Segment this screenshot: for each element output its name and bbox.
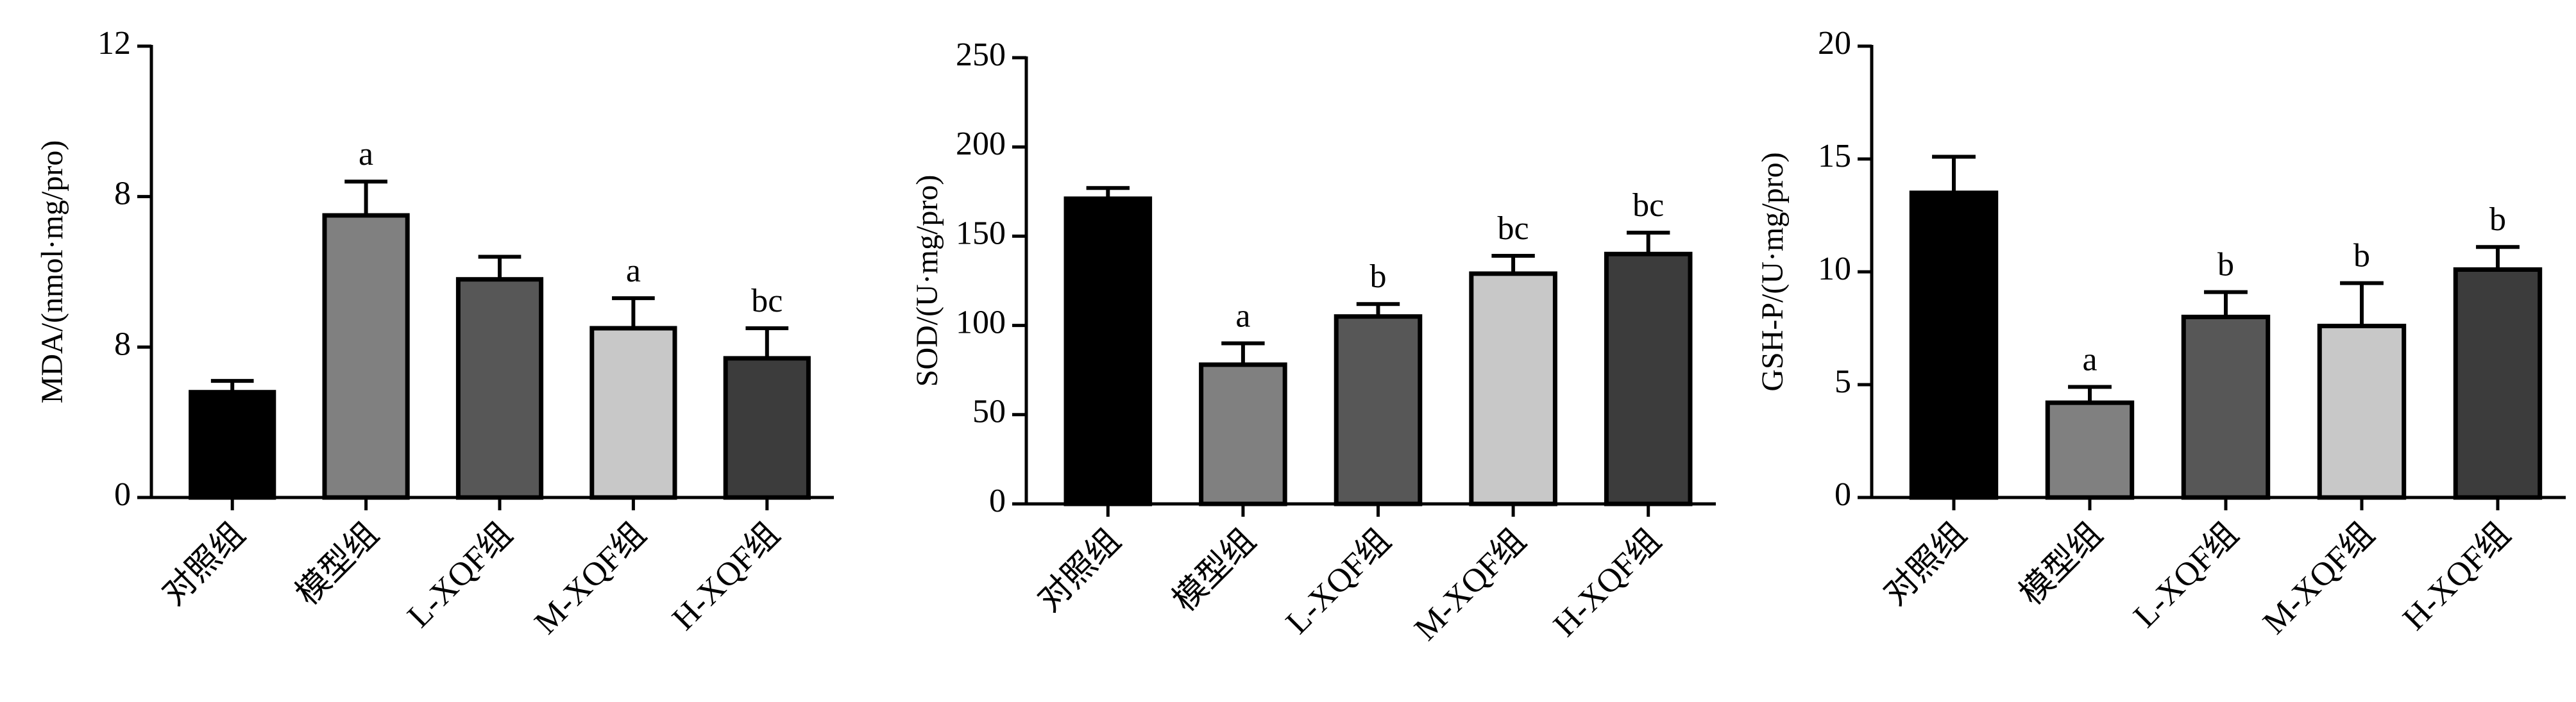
significance-label: b: [2489, 201, 2506, 238]
x-tick-label: H-XQF组: [2396, 516, 2517, 637]
x-tick-label: L-XQF组: [401, 516, 520, 635]
bar: [2181, 314, 2271, 500]
x-tick-label: H-XQF组: [665, 516, 786, 637]
significance-label: bc: [751, 283, 783, 319]
x-tick-label: M-XQF组: [528, 516, 654, 642]
y-axis-label: MDA/(nmol·mg/pro): [35, 140, 69, 404]
y-tick-label: 50: [972, 394, 1006, 430]
y-tick-label: 8: [114, 176, 131, 212]
y-tick-label: 0: [989, 483, 1006, 519]
bar: [322, 213, 410, 500]
significance-label: a: [2082, 341, 2097, 378]
bar: [723, 356, 811, 500]
x-tick-label: H-XQF组: [1546, 522, 1668, 644]
bar: [2045, 400, 2135, 500]
significance-label: b: [1370, 258, 1387, 295]
bar: [1199, 362, 1287, 506]
significance-label: a: [359, 136, 373, 172]
x-tick-label: 模型组: [289, 516, 386, 613]
x-tick-label: L-XQF组: [2127, 516, 2246, 635]
x-tick-label: M-XQF组: [2256, 516, 2382, 642]
y-axis-label: SOD/(U·mg/pro): [910, 175, 944, 387]
bar: [189, 390, 276, 500]
significance-label: bc: [1498, 210, 1529, 247]
x-tick-label: 对照组: [1877, 516, 1974, 613]
y-tick-label: 15: [1818, 138, 1851, 174]
x-tick-label: 对照组: [156, 516, 253, 613]
x-tick-label: 对照组: [1031, 522, 1128, 619]
significance-label: b: [2353, 238, 2370, 274]
bar: [589, 326, 677, 500]
bar: [1334, 314, 1423, 506]
bar: [1909, 190, 1999, 500]
y-tick-label: 10: [1818, 251, 1851, 287]
y-tick-label: 200: [956, 126, 1006, 162]
y-tick-label: 5: [1835, 364, 1851, 400]
y-tick-label: 0: [1835, 476, 1851, 513]
y-tick-label: 150: [956, 215, 1006, 251]
y-tick-label: 20: [1818, 25, 1851, 62]
y-tick-label: 12: [97, 25, 131, 62]
significance-label: bc: [1632, 187, 1664, 224]
x-tick-label: L-XQF组: [1279, 522, 1398, 641]
y-tick-label: 0: [114, 476, 131, 513]
bar: [1063, 196, 1153, 506]
bar: [455, 277, 544, 500]
bar: [1469, 271, 1557, 506]
y-tick-label: 100: [956, 305, 1006, 341]
significance-label: a: [626, 253, 641, 289]
significance-label: a: [1235, 297, 1250, 334]
y-tick-label: 250: [956, 37, 1006, 73]
bar: [2453, 267, 2543, 500]
x-tick-label: 模型组: [2013, 516, 2110, 613]
significance-label: b: [2217, 247, 2234, 283]
x-tick-label: 模型组: [1166, 522, 1263, 619]
y-tick-label: 8: [114, 326, 131, 362]
x-tick-label: M-XQF组: [1407, 522, 1533, 648]
y-axis-label: GSH-P/(U·mg/pro): [1756, 152, 1790, 391]
bar: [2317, 323, 2407, 500]
bar: [1604, 251, 1693, 506]
